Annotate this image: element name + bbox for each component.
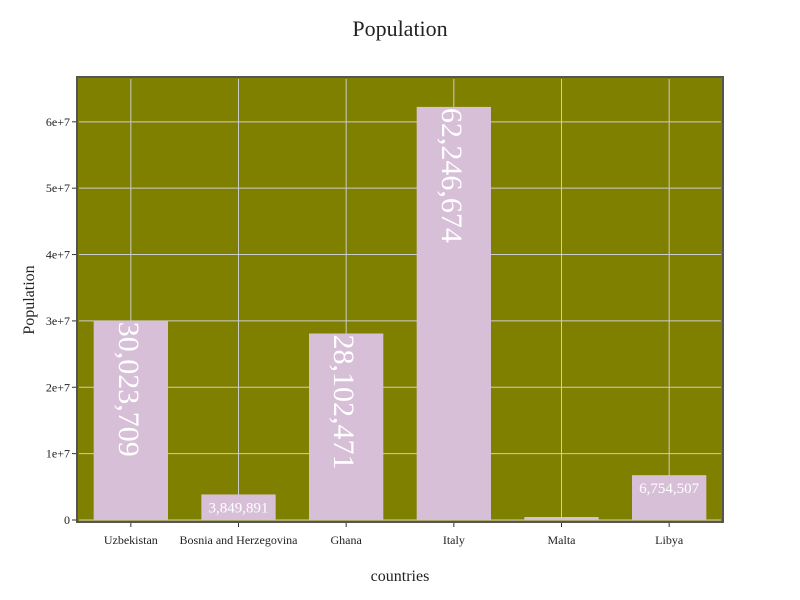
- x-tick-label: Italy: [443, 533, 465, 547]
- y-tick-label: 4e+7: [46, 248, 70, 262]
- y-tick-label: 5e+7: [46, 181, 70, 195]
- data-label: 6,754,507: [639, 481, 700, 497]
- bar: [632, 475, 707, 520]
- x-tick-label: Malta: [548, 533, 577, 547]
- bar: [524, 517, 599, 520]
- data-label: 30,023,709: [112, 322, 145, 457]
- x-tick-label: Uzbekistan: [104, 533, 158, 547]
- plot-area: [77, 77, 723, 522]
- x-tick-label: Ghana: [331, 533, 363, 547]
- bar: [416, 106, 491, 520]
- bar: [201, 494, 276, 520]
- x-tick-label: Bosnia and Herzegovina: [180, 533, 299, 547]
- y-tick-label: 0: [64, 513, 70, 527]
- x-tick-label: Libya: [655, 533, 684, 547]
- x-axis-title: countries: [370, 568, 430, 585]
- data-label: 3,849,891: [209, 500, 269, 516]
- y-tick-label: 6e+7: [46, 115, 70, 129]
- y-tick-label: 1e+7: [46, 447, 70, 461]
- plot-frame: [76, 76, 724, 523]
- y-tick-label: 3e+7: [46, 314, 70, 328]
- chart-title: Population: [352, 16, 448, 41]
- bar: [309, 333, 384, 520]
- y-tick-label: 2e+7: [46, 380, 70, 394]
- bar: [93, 320, 168, 520]
- data-label: 62,246,674: [435, 108, 468, 243]
- data-label: 28,102,471: [327, 335, 360, 470]
